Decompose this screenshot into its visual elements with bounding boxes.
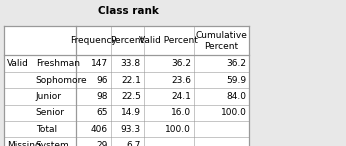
Text: 23.6: 23.6 [171, 75, 191, 85]
Text: Junior: Junior [36, 92, 62, 101]
Text: 36.2: 36.2 [226, 59, 246, 68]
Text: Freshman: Freshman [36, 59, 80, 68]
Text: 22.5: 22.5 [121, 92, 141, 101]
Text: 96: 96 [97, 75, 108, 85]
Text: Percent: Percent [110, 36, 144, 45]
Text: 100.0: 100.0 [220, 108, 246, 117]
Text: 36.2: 36.2 [171, 59, 191, 68]
Text: 100.0: 100.0 [165, 125, 191, 134]
Text: 59.9: 59.9 [226, 75, 246, 85]
Text: 84.0: 84.0 [226, 92, 246, 101]
Text: Cumulative
Percent: Cumulative Percent [195, 31, 247, 51]
Text: Missing: Missing [7, 141, 41, 146]
Text: 65: 65 [97, 108, 108, 117]
Text: 22.1: 22.1 [121, 75, 141, 85]
Text: Frequency: Frequency [70, 36, 117, 45]
Text: Senior: Senior [36, 108, 65, 117]
Text: 147: 147 [91, 59, 108, 68]
Text: Valid: Valid [7, 59, 29, 68]
Text: 24.1: 24.1 [171, 92, 191, 101]
Text: Valid Percent: Valid Percent [139, 36, 198, 45]
Text: 14.9: 14.9 [121, 108, 141, 117]
Text: 6.7: 6.7 [126, 141, 141, 146]
Text: 406: 406 [91, 125, 108, 134]
Text: 16.0: 16.0 [171, 108, 191, 117]
Text: Sophomore: Sophomore [36, 75, 87, 85]
Text: System: System [36, 141, 70, 146]
Text: 93.3: 93.3 [121, 125, 141, 134]
Text: Class rank: Class rank [98, 6, 158, 16]
Text: 98: 98 [97, 92, 108, 101]
Text: 33.8: 33.8 [121, 59, 141, 68]
Text: 29: 29 [97, 141, 108, 146]
Text: Total: Total [36, 125, 57, 134]
